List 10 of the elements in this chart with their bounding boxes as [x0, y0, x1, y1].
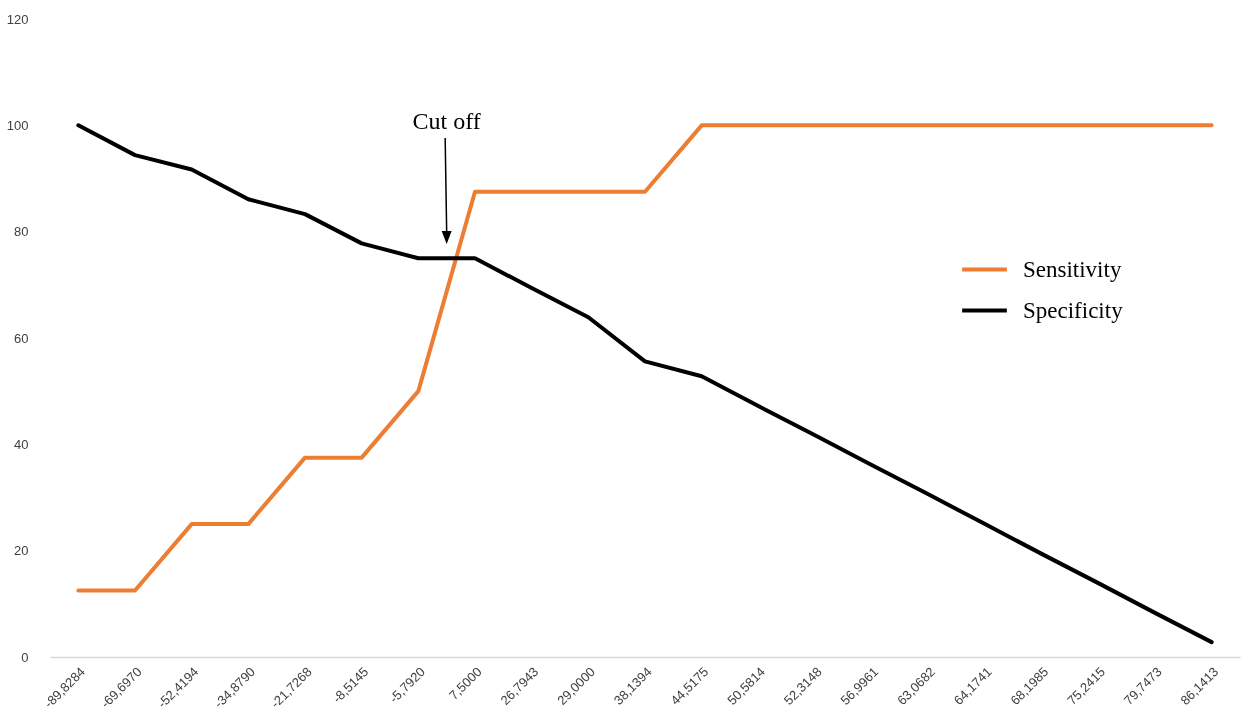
y-tick-label: 100	[6, 117, 29, 133]
y-tick-label: 60	[14, 330, 29, 346]
y-tick-label: 0	[21, 649, 29, 665]
annotation: Cut off	[412, 108, 481, 134]
y-tick-label: 40	[14, 436, 29, 452]
y-tick-label: 120	[6, 11, 29, 27]
legend-label: Specificity	[1023, 297, 1124, 323]
legend-label: Sensitivity	[1023, 256, 1122, 282]
y-tick-label: 20	[14, 543, 29, 559]
y-tick-label: 80	[14, 224, 29, 240]
